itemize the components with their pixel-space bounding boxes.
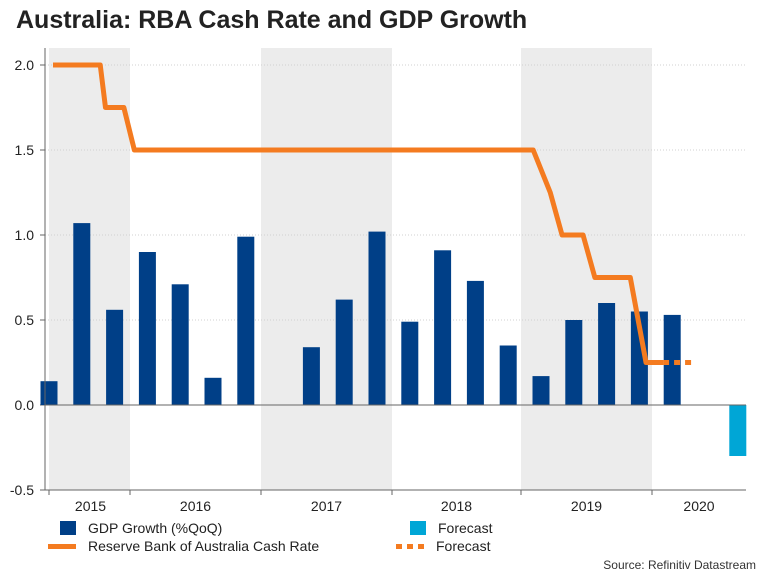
gdp-bar [106,309,124,405]
cash-rate-series [53,62,664,365]
gdp-bar [302,347,320,405]
legend-gdp-forecast-label: Forecast [438,520,493,536]
gdp-bar [663,314,681,405]
y-tick-label: 1.5 [15,142,35,158]
legend-rate-swatch [48,543,76,549]
axes [44,48,746,495]
gdp-bar [204,377,222,405]
cash-rate-line [53,62,694,365]
legend-gdp-swatch [60,521,76,535]
legend-gdp: GDP Growth (%QoQ) [60,520,222,536]
gdp-bars [40,223,747,456]
legend-gdp-forecast: Forecast [410,520,492,536]
x-tick-label: 2019 [571,498,602,514]
x-tick-label: 2015 [75,498,106,514]
gdp-bar [401,321,419,405]
legend-gdp-label: GDP Growth (%QoQ) [88,520,223,536]
legend-rate-forecast-label: Forecast [436,538,491,554]
year-shade-2019 [521,48,652,490]
x-tick-label: 2020 [683,498,714,514]
legend-rate-forecast: Forecast [396,538,490,554]
gdp-bar [73,223,91,405]
legend-gdp-forecast-swatch [410,521,426,535]
gdp-bar [138,252,156,405]
gdp-bar [630,311,648,405]
y-tick-label: 0.5 [15,312,35,328]
gdp-bar [466,280,484,405]
y-tick-label: -0.5 [10,482,34,498]
gdp-bar [565,320,583,405]
y-tick-label: 2.0 [15,57,35,73]
source-note: Source: Refinitiv Datastream [603,558,756,572]
x-tick-label: 2018 [441,498,472,514]
x-axis: 2015 2016 2017 2018 2019 2020 [75,498,715,514]
gdp-bar [171,284,189,405]
legend-rate: Reserve Bank of Australia Cash Rate [48,538,319,554]
gdp-bar [598,303,616,405]
x-tick-label: 2017 [311,498,342,514]
x-tick-label: 2016 [180,498,211,514]
gdp-bar [237,236,255,405]
gdp-bar [532,376,550,405]
gdp-bar [499,345,517,405]
gdp-forecast-bar [729,405,747,456]
y-axis: 2.0 1.5 1.0 0.5 0.0 -0.5 [10,57,45,498]
y-tick-label: 0.0 [15,397,35,413]
y-tick-label: 1.0 [15,227,35,243]
chart-title: Australia: RBA Cash Rate and GDP Growth [16,6,528,34]
gdp-bar [40,381,58,405]
gdp-bar [434,250,452,405]
gdp-bar [335,299,353,405]
gdp-bar [368,231,386,405]
legend-rate-label: Reserve Bank of Australia Cash Rate [88,538,320,554]
legend-rate-forecast-swatch [396,543,424,549]
